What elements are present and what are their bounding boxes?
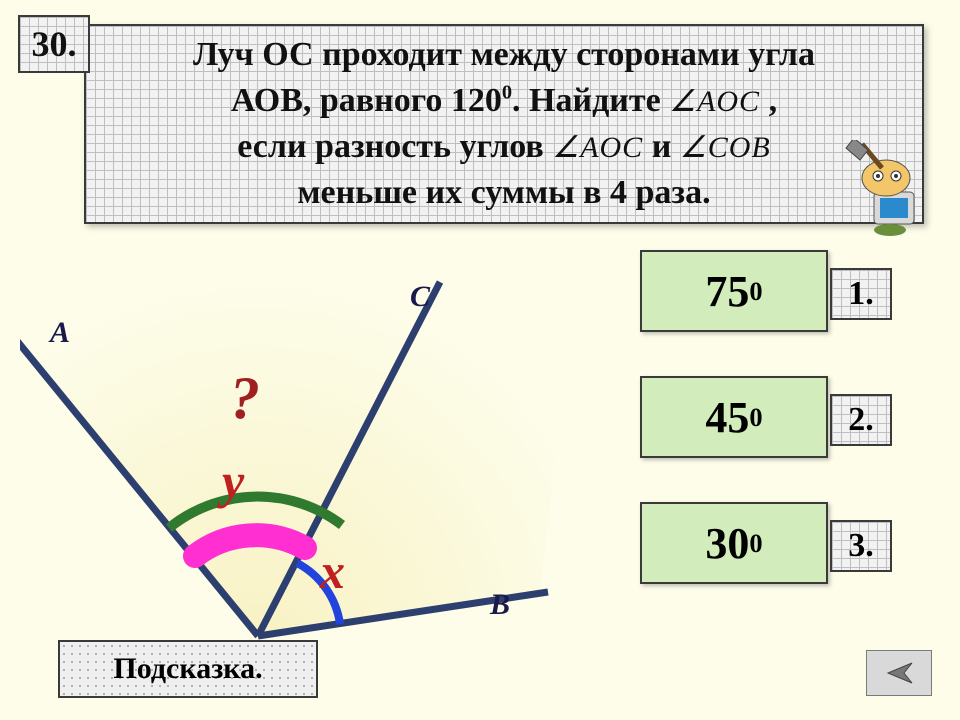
problem-text: Луч ОС проходит между сторонами угла АОВ… bbox=[193, 32, 815, 216]
answer-3-number[interactable]: 3. bbox=[830, 520, 892, 572]
helper-robot-icon bbox=[844, 140, 930, 245]
answer-row: 450 2. bbox=[640, 376, 940, 460]
question-number: 30. bbox=[32, 23, 77, 65]
question-number-badge: 30. bbox=[18, 15, 90, 73]
label-b: В bbox=[490, 588, 510, 622]
label-c: С bbox=[410, 280, 430, 314]
answer-row: 750 1. bbox=[640, 250, 940, 334]
nav-back-button[interactable] bbox=[866, 650, 932, 696]
angle-diagram: А С В О ? у х bbox=[20, 280, 580, 700]
problem-box: Луч ОС проходит между сторонами угла АОВ… bbox=[84, 24, 924, 224]
label-y: у bbox=[222, 452, 244, 510]
hint-label: Подсказка. bbox=[113, 652, 262, 686]
label-a: А bbox=[50, 316, 70, 350]
label-x: х bbox=[320, 542, 345, 600]
angle-aoc-1: ∠AOC bbox=[669, 85, 760, 118]
angle-cob: ∠COB bbox=[680, 131, 771, 164]
answer-1-number[interactable]: 1. bbox=[830, 268, 892, 320]
answer-1-value[interactable]: 750 bbox=[640, 250, 828, 332]
answer-3-value[interactable]: 300 bbox=[640, 502, 828, 584]
back-triangle-icon bbox=[882, 661, 916, 685]
answer-row: 300 3. bbox=[640, 502, 940, 586]
question-mark: ? bbox=[230, 364, 260, 433]
angle-aoc-2: ∠AOC bbox=[552, 131, 643, 164]
answer-2-number[interactable]: 2. bbox=[830, 394, 892, 446]
answers-column: 750 1. 450 2. 300 3. bbox=[640, 250, 940, 628]
hint-button[interactable]: Подсказка. bbox=[58, 640, 318, 698]
answer-2-value[interactable]: 450 bbox=[640, 376, 828, 458]
